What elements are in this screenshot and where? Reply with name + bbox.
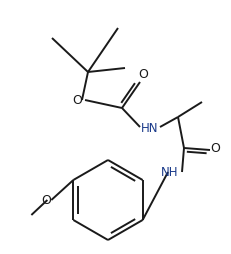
- Text: O: O: [210, 142, 220, 155]
- Text: O: O: [138, 69, 148, 82]
- Text: O: O: [41, 195, 51, 208]
- Text: HN: HN: [141, 121, 159, 135]
- Text: O: O: [72, 94, 82, 107]
- Text: NH: NH: [161, 167, 179, 180]
